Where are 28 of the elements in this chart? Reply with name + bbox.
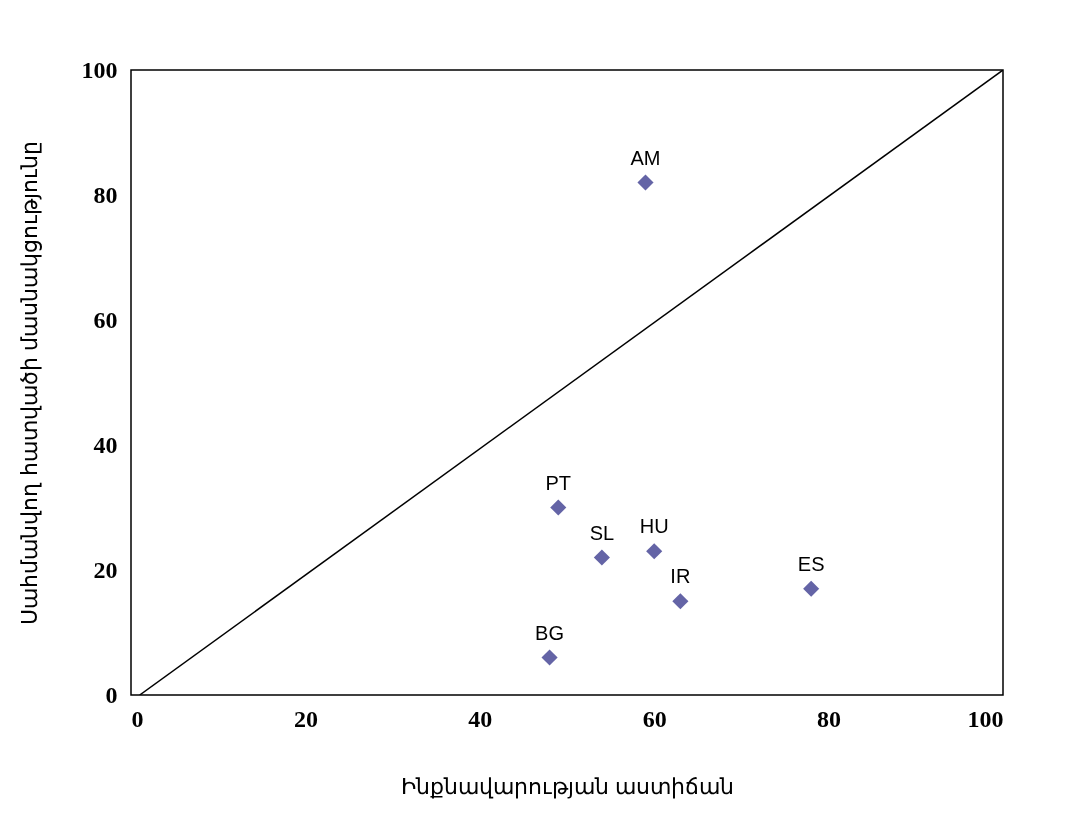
y-tick-label: 20 (93, 556, 118, 583)
point (646, 543, 663, 560)
x-tick-label: 100 (967, 705, 1004, 732)
annotation: PT (545, 471, 572, 494)
annotation: BG (535, 621, 565, 644)
annotation: IR (670, 565, 691, 588)
point (672, 593, 689, 610)
y-tick-label: 100 (81, 56, 118, 83)
y-tick-label: 0 (105, 681, 118, 708)
point (803, 580, 820, 597)
point (550, 499, 567, 516)
annotation: SL (589, 521, 615, 544)
x-tick-label: 20 (293, 705, 318, 732)
x-tick-label: 60 (642, 705, 667, 732)
x-axis-title: Ինքնավարության աստիճան (400, 773, 735, 799)
y-axis-title: Սահմանվող հատվածի մասնակցությունը (16, 141, 42, 625)
annotation: AM (630, 146, 661, 169)
annotation: ES (797, 552, 825, 575)
x-tick-label: 80 (817, 705, 842, 732)
y-tick-label: 60 (93, 306, 118, 333)
point (541, 649, 558, 666)
point (593, 549, 610, 566)
point (637, 174, 654, 191)
x-tick-label: 0 (131, 705, 144, 732)
annotation: HU (639, 515, 669, 538)
x-tick-label: 40 (468, 705, 493, 732)
y-tick-label: 40 (93, 431, 118, 458)
y-tick-label: 80 (93, 181, 118, 208)
